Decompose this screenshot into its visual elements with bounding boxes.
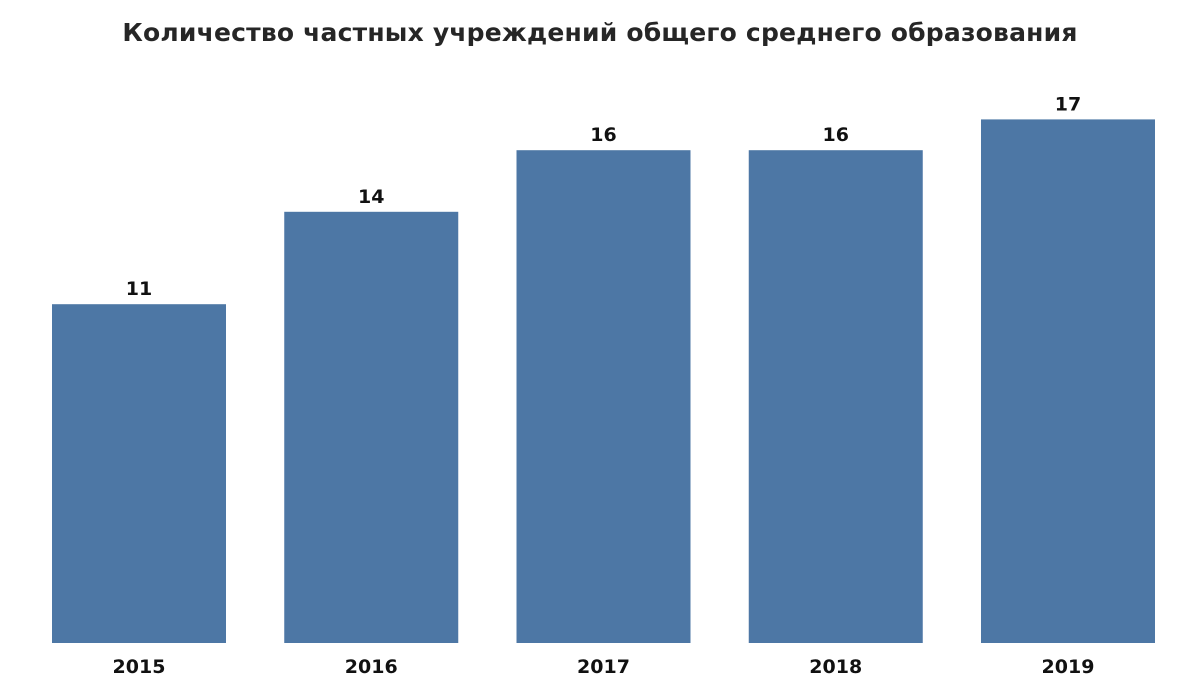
x-tick-label-2016: 2016 [345, 656, 398, 678]
x-tick-label-2018: 2018 [809, 656, 862, 678]
bar-2018 [748, 150, 923, 643]
bar-2016 [284, 211, 459, 644]
data-label-2019: 17 [1055, 93, 1081, 115]
x-axis-tick-labels: 2015 2016 2017 2018 2019 [113, 656, 1095, 678]
data-label-2016: 14 [358, 186, 384, 208]
data-label-2017: 16 [590, 124, 616, 146]
data-label-2015: 11 [126, 278, 152, 300]
bar-2019 [981, 119, 1155, 643]
chart-title: Количество частных учреждений общего сре… [122, 18, 1078, 47]
data-label-2018: 16 [823, 124, 849, 146]
x-tick-label-2019: 2019 [1042, 656, 1095, 678]
x-tick-label-2017: 2017 [577, 656, 630, 678]
x-tick-label-2015: 2015 [113, 656, 166, 678]
bars [52, 119, 1155, 644]
data-labels: 11 14 16 16 17 [126, 93, 1081, 300]
bar-2015 [52, 304, 226, 643]
bar-2017 [516, 150, 691, 643]
